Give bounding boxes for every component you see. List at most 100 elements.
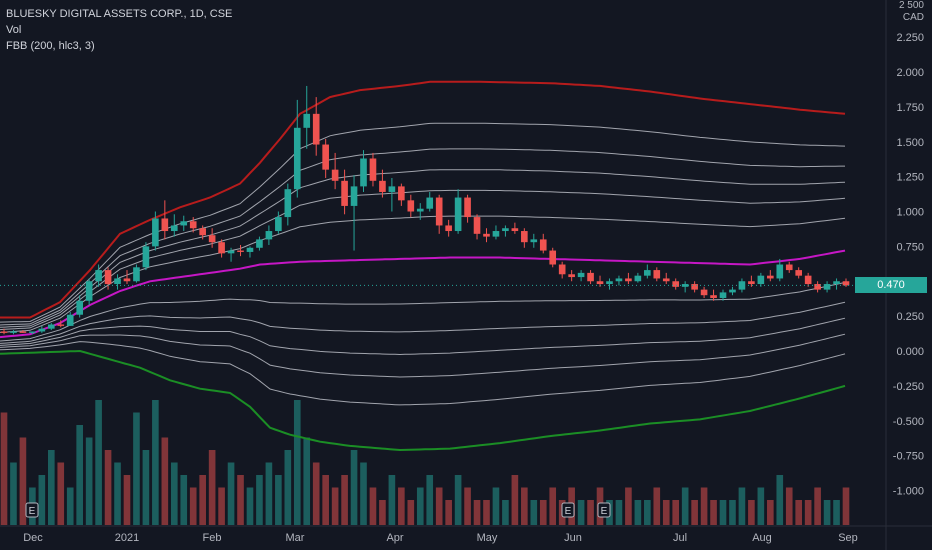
y-tick-label: 0.750 [896, 241, 924, 253]
candle-body [738, 281, 746, 290]
volume-bar [38, 475, 46, 525]
candle-body [227, 250, 235, 254]
volume-bar [10, 462, 17, 525]
volume-bar [237, 475, 244, 525]
volume-bar [275, 475, 282, 525]
volume-bar [785, 487, 793, 525]
volume-bar [464, 487, 471, 525]
y-tick-label: 2.000 [896, 67, 924, 79]
chart-legend: BLUESKY DIGITAL ASSETS CORP., 1D, CSE Vo… [6, 6, 232, 54]
volume-bar [454, 475, 462, 525]
volume-bar [748, 500, 755, 525]
upper-band-line [0, 80, 846, 319]
x-tick-label: Jun [564, 532, 582, 544]
candle-body [312, 113, 320, 145]
earnings-marker-label: E [29, 506, 36, 517]
x-tick-label: Mar [286, 532, 305, 544]
fib-upper-line [0, 122, 846, 323]
candle-body [57, 324, 65, 326]
volume-bar [681, 487, 689, 525]
volume-bar [634, 500, 642, 525]
volume-bar [161, 437, 169, 525]
candle-body [435, 197, 443, 226]
candle-body [161, 218, 169, 232]
volume-bar [152, 400, 159, 525]
y-tick-label: 1.750 [896, 102, 924, 114]
fib-lower-line [0, 317, 846, 356]
volume-bar [293, 400, 301, 525]
y-tick-label: 1.500 [896, 137, 924, 149]
candle-body [29, 331, 36, 333]
candle-body [180, 221, 188, 226]
earnings-marker [25, 502, 39, 518]
symbol-title[interactable]: BLUESKY DIGITAL ASSETS CORP., 1D, CSE [6, 8, 233, 20]
candle-body [804, 275, 812, 285]
candle-body [152, 218, 159, 247]
candle-body [776, 264, 784, 279]
candle-body [170, 225, 178, 232]
fib-upper-line [0, 215, 846, 333]
earnings-marker [561, 502, 575, 518]
volume-bar [256, 475, 263, 525]
candle-body [521, 231, 528, 243]
candle-body [123, 278, 131, 282]
current-price-tag: 0.470 [855, 277, 927, 293]
candle-body [596, 281, 604, 285]
volume-bar [738, 487, 746, 525]
candle-body [369, 158, 377, 181]
volume-bar [350, 450, 358, 525]
y-tick-label: -0.750 [893, 451, 924, 463]
volume-bar [170, 462, 178, 525]
volume-bar [341, 475, 348, 525]
candle-body [256, 239, 263, 248]
candle-body [549, 250, 557, 265]
candle-body [587, 272, 594, 282]
x-tick-label: Jul [673, 532, 687, 544]
candle-body [426, 197, 434, 209]
y-tick-label: -0.500 [893, 416, 924, 428]
candle-body [407, 200, 415, 212]
y-tick-label: 0.000 [896, 346, 924, 358]
volume-bar [757, 487, 765, 525]
candle-body [322, 144, 329, 170]
volume-bar [842, 487, 850, 525]
volume-bar [587, 500, 594, 525]
volume-bar [322, 475, 329, 525]
volume-bar [776, 475, 784, 525]
earnings-marker-label: E [565, 506, 572, 517]
price-scale-top-value: 2 500 [898, 0, 924, 11]
candle-body [767, 275, 774, 279]
candle-body [350, 186, 358, 206]
candle-body [379, 180, 386, 192]
volume-bar [407, 500, 415, 525]
candle-body [47, 324, 55, 329]
volume-bar [199, 475, 206, 525]
volume-bar [360, 462, 367, 525]
volume-bar [76, 425, 83, 525]
candle-body [464, 197, 471, 218]
y-tick-label: 2.250 [896, 32, 924, 44]
volume-bar [644, 500, 651, 525]
volume-legend[interactable]: Vol [6, 24, 22, 36]
volume-bar [615, 500, 623, 525]
volume-bar [662, 500, 670, 525]
candle-body [502, 228, 509, 232]
candle-body [208, 235, 216, 243]
volume-bar [435, 487, 443, 525]
volume-bar [795, 500, 803, 525]
candle-body [483, 233, 490, 237]
candle-body [473, 217, 481, 234]
volume-bar [246, 487, 254, 525]
indicator-legend[interactable]: FBB (200, hlc3, 3) [6, 40, 95, 52]
volume-bar [710, 500, 717, 525]
currency-code: CAD [902, 12, 924, 23]
volume-bar [521, 487, 528, 525]
volume-bar [114, 462, 121, 525]
volume-bar [445, 500, 452, 525]
candle-body [398, 186, 405, 201]
fib-lower-line [0, 301, 846, 344]
volume-bar [426, 475, 434, 525]
candle-body [492, 231, 500, 237]
y-tick-label: 1.250 [896, 172, 924, 184]
